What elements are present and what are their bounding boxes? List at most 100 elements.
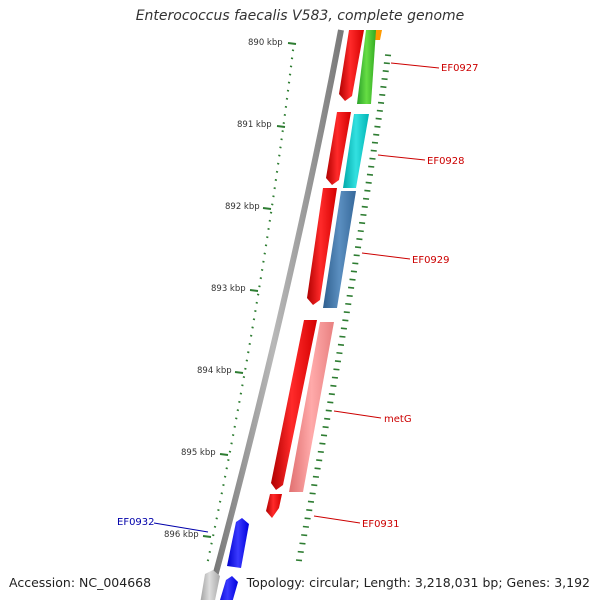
ruler-label-895: 895 kbp bbox=[181, 448, 216, 458]
feature-ef0928[interactable] bbox=[343, 114, 369, 188]
ruler-minor-tick bbox=[352, 262, 359, 265]
cds-ef0927[interactable] bbox=[339, 30, 364, 101]
feature-ef0929[interactable] bbox=[323, 191, 356, 308]
ruler-minor-tick bbox=[380, 85, 387, 89]
ruler-minor-tick bbox=[242, 375, 246, 379]
cds-ef0929[interactable] bbox=[307, 188, 337, 305]
ruler-minor-tick bbox=[307, 500, 315, 503]
ruler-minor-tick bbox=[362, 197, 370, 200]
ruler-minor-tick bbox=[364, 189, 371, 192]
ruler-minor-tick bbox=[263, 252, 266, 255]
ruler-minor-tick bbox=[291, 49, 295, 52]
label-connector-ef0931 bbox=[313, 515, 361, 524]
ruler-minor-tick bbox=[353, 254, 360, 257]
gene-label-ef0932[interactable]: EF0932 bbox=[117, 517, 155, 528]
feature-track bbox=[289, 30, 382, 492]
ruler-minor-tick bbox=[225, 467, 228, 470]
ruler-minor-tick bbox=[239, 392, 243, 395]
ruler-minor-tick bbox=[377, 101, 385, 104]
cds-grey-gene bbox=[200, 570, 220, 600]
ruler-minor-tick bbox=[254, 309, 257, 313]
ruler-minor-tick bbox=[382, 70, 389, 73]
ruler-minor-tick bbox=[238, 400, 241, 403]
ruler-labels: 890 kbp 891 kbp 892 kbp 893 kbp 894 kbp … bbox=[164, 38, 297, 540]
feature-metg[interactable] bbox=[289, 322, 334, 492]
ruler-minor-tick bbox=[268, 219, 272, 222]
ruler-minor-tick bbox=[373, 133, 380, 136]
ruler-minor-tick bbox=[324, 417, 331, 420]
ruler-minor-tick bbox=[349, 278, 356, 281]
ruler-minor-tick bbox=[210, 542, 213, 545]
cds-ef0928[interactable] bbox=[326, 112, 351, 185]
ruler-major-tick bbox=[202, 535, 212, 538]
ruler-minor-tick bbox=[231, 434, 235, 437]
ruler-minor-tick bbox=[283, 113, 287, 117]
ruler-minor-tick bbox=[337, 343, 345, 346]
cds-ef0931[interactable] bbox=[266, 494, 282, 518]
ruler-minor-tick bbox=[272, 195, 275, 198]
sequence-backbone bbox=[205, 29, 344, 600]
ruler-minor-tick bbox=[368, 165, 375, 168]
ruler-minor-tick bbox=[330, 384, 337, 387]
gene-label-ef0931[interactable]: EF0931 bbox=[362, 519, 400, 530]
ruler-minor-tick bbox=[247, 351, 250, 354]
label-connector-ef0928 bbox=[377, 154, 426, 161]
ruler-minor-tick bbox=[366, 173, 374, 176]
ruler-minor-tick bbox=[282, 122, 285, 125]
genome-title: Enterococcus faecalis V583, complete gen… bbox=[135, 8, 465, 24]
forward-strand-track bbox=[200, 518, 249, 600]
cds-track bbox=[266, 30, 364, 518]
cds-ef0933[interactable] bbox=[217, 576, 238, 600]
ruler-minor-tick bbox=[281, 130, 284, 133]
ruler-minor-tick bbox=[359, 221, 366, 225]
ruler-minor-tick bbox=[375, 117, 382, 120]
ruler-minor-tick bbox=[301, 534, 308, 537]
ruler-major-tick bbox=[219, 453, 229, 456]
ruler-minor-tick bbox=[285, 97, 289, 100]
ruler-minor-tick bbox=[266, 236, 269, 239]
ruler-minor-tick bbox=[383, 62, 390, 65]
ruler-minor-tick bbox=[365, 181, 372, 184]
ruler-minor-tick bbox=[227, 458, 230, 462]
ruler-ticks bbox=[206, 49, 295, 562]
gene-label-ef0927[interactable]: EF0927 bbox=[441, 63, 479, 74]
ruler-minor-tick bbox=[220, 492, 224, 495]
cds-metg[interactable] bbox=[271, 320, 317, 490]
ruler-minor-tick bbox=[320, 434, 328, 437]
ruler-minor-tick bbox=[248, 342, 251, 346]
ruler-minor-tick bbox=[327, 401, 334, 404]
ruler-minor-tick bbox=[236, 409, 240, 412]
gene-label-ef0928[interactable]: EF0928 bbox=[427, 156, 465, 167]
ruler-minor-tick bbox=[230, 442, 233, 445]
ruler-minor-tick bbox=[217, 509, 220, 512]
ruler-minor-tick bbox=[322, 426, 329, 429]
ruler-major-tick bbox=[276, 125, 286, 128]
ruler-minor-tick bbox=[223, 475, 227, 478]
ruler-minor-tick bbox=[289, 65, 293, 68]
ruler-minor-tick bbox=[306, 509, 313, 512]
ruler-minor-tick bbox=[317, 450, 324, 454]
ruler-minor-tick bbox=[290, 57, 294, 60]
ruler-minor-tick bbox=[369, 157, 376, 160]
ruler-minor-tick bbox=[336, 351, 343, 355]
ruler-minor-tick bbox=[280, 138, 283, 141]
ruler-minor-tick bbox=[245, 359, 249, 362]
gene-label-ef0929[interactable]: EF0929 bbox=[412, 255, 450, 266]
ruler-minor-tick bbox=[262, 260, 265, 263]
ruler-minor-tick bbox=[206, 559, 210, 562]
cds-ef0932[interactable] bbox=[227, 518, 249, 568]
ruler-minor-tick bbox=[371, 141, 379, 144]
ruler-minor-tick bbox=[370, 149, 377, 152]
ruler-label-891: 891 kbp bbox=[237, 120, 272, 130]
ruler-minor-tick bbox=[276, 162, 280, 165]
gene-label-metg[interactable]: metG bbox=[384, 414, 412, 425]
ruler-minor-tick bbox=[259, 277, 263, 280]
ruler-minor-tick bbox=[357, 229, 364, 233]
ruler-minor-tick bbox=[343, 311, 350, 314]
feature-ef0927[interactable] bbox=[357, 30, 376, 104]
ruler-minor-tick bbox=[340, 327, 347, 330]
ruler-minor-tick bbox=[288, 73, 292, 76]
ruler-minor-tick bbox=[287, 81, 291, 84]
ruler-minor-tick bbox=[249, 334, 253, 337]
ruler-minor-tick bbox=[269, 211, 273, 214]
